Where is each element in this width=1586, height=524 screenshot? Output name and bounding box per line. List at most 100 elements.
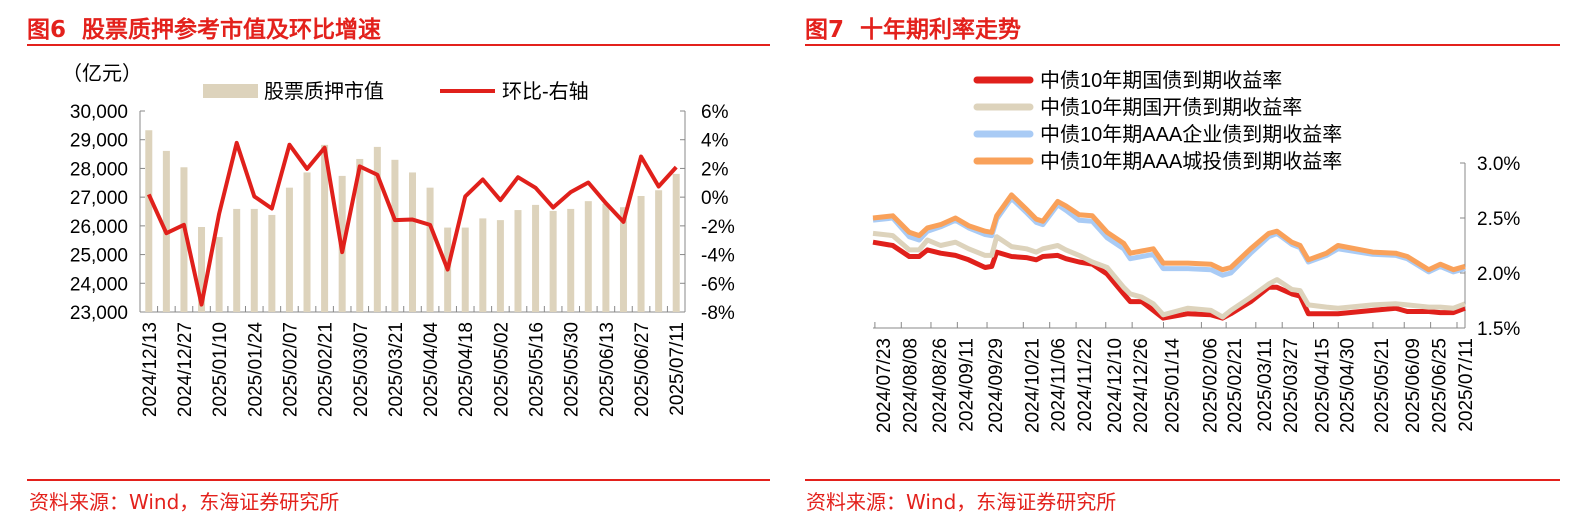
left-y-tick-label: 26,000	[70, 217, 128, 238]
right-y-tick-label: 1.5%	[1477, 319, 1520, 340]
bar	[409, 172, 416, 312]
x-tick-label: 2025/03/21	[386, 322, 407, 417]
x-tick-label: 2025/04/18	[456, 322, 477, 417]
left-source: 资料来源：Wind，东海证券研究所	[29, 490, 340, 514]
x-tick-label: 2025/01/14	[1162, 338, 1183, 434]
x-tick-label: 2025/04/30	[1337, 338, 1358, 433]
bar	[619, 207, 627, 312]
right-title-rule	[805, 44, 1560, 46]
right-y-tick-label: 6%	[701, 102, 729, 123]
right-y-tick-label: 2%	[701, 159, 729, 180]
bar	[532, 204, 540, 312]
legend-label: 中债10年期AAA城投债到期收益率	[1040, 150, 1342, 173]
left-bottom-rule	[27, 479, 770, 481]
bar	[285, 187, 293, 312]
bar	[215, 237, 223, 312]
bar	[180, 167, 188, 312]
right-chart-title: 图7 十年期利率走势	[805, 17, 1022, 43]
x-tick-label: 2025/04/15	[1313, 338, 1334, 433]
x-tick-label: 2025/05/16	[527, 322, 548, 417]
x-tick-label: 2024/09/11	[956, 338, 977, 432]
right-y-tick-label: 3.0%	[1477, 154, 1520, 175]
bar	[602, 203, 610, 312]
left-y-tick-label: 29,000	[70, 131, 128, 152]
x-tick-label: 2024/12/27	[175, 322, 196, 417]
left-title-rule	[27, 44, 770, 46]
rate-line-0	[872, 239, 1466, 321]
x-tick-label: 2024/08/26	[930, 338, 951, 433]
x-tick-label: 2025/06/27	[632, 322, 653, 417]
x-tick-label: 2024/10/21	[1022, 338, 1043, 433]
bar	[303, 172, 311, 312]
right-y-tick-label: -4%	[701, 246, 735, 267]
right-y-tick-label: -8%	[701, 303, 735, 324]
bar	[479, 218, 487, 312]
bar	[584, 201, 592, 312]
right-y-tick-label: -2%	[701, 217, 735, 238]
x-tick-label: 2024/12/10	[1105, 338, 1126, 433]
legend-bar-swatch	[203, 84, 258, 98]
right-y-tick-label: -6%	[701, 274, 735, 295]
x-tick-label: 2025/06/13	[597, 322, 618, 417]
left-y-tick-label: 23,000	[70, 303, 128, 324]
bar	[268, 214, 276, 312]
bar	[461, 227, 469, 312]
x-tick-label: 2025/03/27	[1281, 338, 1302, 433]
x-tick-label: 2025/02/21	[1225, 338, 1246, 433]
x-tick-label: 2025/02/07	[280, 322, 301, 417]
left-chart-title: 图6 股票质押参考市值及环比增速	[27, 17, 382, 43]
left-y-tick-label: 27,000	[70, 188, 128, 209]
x-tick-label: 2025/04/04	[421, 322, 442, 418]
left-y-tick-label: 28,000	[70, 159, 128, 180]
bar	[655, 190, 663, 312]
bar	[514, 210, 522, 312]
rate-line-3	[872, 192, 1466, 273]
left-y-tick-label: 25,000	[70, 246, 128, 267]
rate-line-1	[872, 230, 1466, 320]
legend-label: 中债10年期国开债到期收益率	[1040, 96, 1302, 119]
x-tick-label: 2025/07/11	[1456, 338, 1477, 432]
right-y-tick-label: 0%	[701, 188, 729, 209]
bar	[356, 158, 364, 312]
bar	[549, 210, 557, 312]
x-tick-label: 2025/05/02	[491, 322, 512, 417]
bar	[391, 159, 399, 312]
bar	[321, 144, 329, 312]
x-tick-label: 2025/07/11	[667, 322, 688, 416]
left-y-tick-label: 24,000	[70, 274, 128, 295]
legend-line-label: 环比-右轴	[502, 80, 589, 103]
x-tick-label: 2024/07/23	[874, 338, 895, 433]
right-y-tick-label: 2.5%	[1477, 209, 1520, 230]
x-tick-label: 2025/05/21	[1372, 338, 1393, 433]
legend-label: 中债10年期AAA企业债到期收益率	[1040, 123, 1342, 146]
bar	[496, 220, 504, 312]
x-tick-label: 2024/12/26	[1131, 338, 1152, 433]
bar	[145, 130, 153, 312]
bar	[567, 208, 575, 312]
right-bottom-rule	[805, 479, 1560, 481]
x-tick-label: 2025/05/30	[562, 322, 583, 417]
x-tick-label: 2025/06/09	[1403, 338, 1424, 433]
legend-label: 中债10年期国债到期收益率	[1040, 69, 1282, 92]
bar	[373, 146, 381, 312]
x-tick-label: 2025/01/10	[210, 322, 231, 417]
x-tick-label: 2024/11/22	[1075, 338, 1096, 432]
x-tick-label: 2025/06/25	[1430, 338, 1451, 433]
x-tick-label: 2024/12/13	[140, 322, 161, 417]
x-tick-label: 2025/03/11	[1255, 338, 1276, 432]
x-tick-label: 2024/08/08	[900, 338, 921, 433]
unit-label: （亿元）	[62, 62, 142, 85]
x-tick-label: 2025/01/24	[245, 322, 266, 418]
bar	[233, 208, 241, 312]
x-tick-label: 2025/03/07	[351, 322, 372, 417]
bar	[672, 173, 680, 312]
x-tick-label: 2025/02/06	[1200, 338, 1221, 433]
bar	[198, 227, 206, 312]
right-y-tick-label: 4%	[701, 131, 729, 152]
left-y-tick-label: 30,000	[70, 102, 128, 123]
x-tick-label: 2025/02/21	[316, 322, 337, 417]
right-source: 资料来源：Wind，东海证券研究所	[806, 490, 1117, 514]
